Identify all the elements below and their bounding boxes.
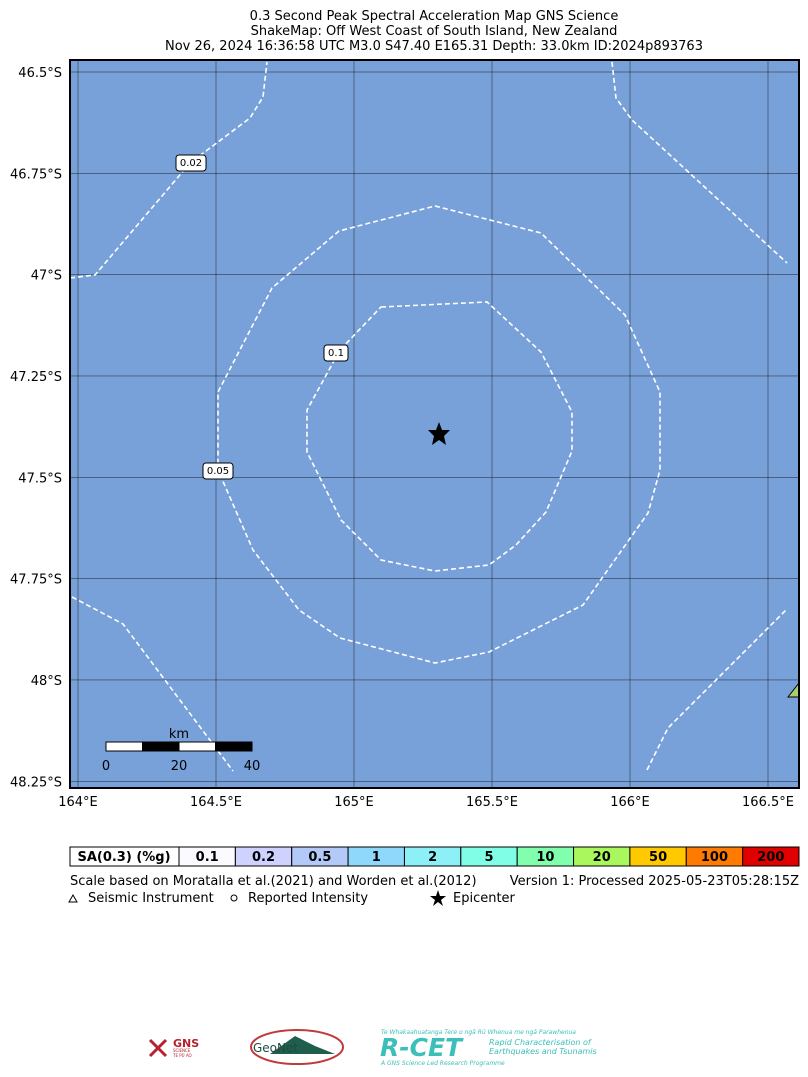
contour [611,61,788,264]
contour-label: 0.02 [180,158,202,169]
contour [217,205,661,664]
logo-text: SCIENCE [173,1048,191,1053]
lat-label: 47°S [31,269,62,284]
title: 0.3 Second Peak Spectral Acceleration Ma… [250,9,619,24]
ocean [70,60,799,788]
logo-text: R-CET [380,1033,464,1062]
subtitle: ShakeMap: Off West Coast of South Island… [251,24,618,39]
epicenter-symbol [430,890,446,906]
lat-label: 48°S [31,674,62,689]
scale-bar: km 0 20 40 [102,727,260,774]
logo-text: GNS [173,1037,199,1050]
legend-label: 200 [757,850,784,865]
lon-label: 166.5°E [742,795,794,810]
event-info: Nov 26, 2024 16:36:58 UTC M3.0 S47.40 E1… [165,39,703,54]
symbol-label: Reported Intensity [248,891,368,906]
reference-note: Scale based on Moratalla et al.(2021) an… [70,874,477,889]
contour-label-box [323,344,349,362]
symbol-label: Seismic Instrument [88,891,214,906]
legend-label: 2 [428,850,437,865]
logo-text: Rapid Characterisation of [489,1038,592,1047]
legend-label: 50 [649,850,667,865]
logo-text: TE PŪ AO [172,1053,192,1058]
lon-label: 166°E [610,795,650,810]
logo-text: GeoNet [253,1041,298,1055]
intensity-legend: SA(0.3) (%g) 0.1 0.2 0.5 1 2 5 10 20 50 100 200 [69,846,800,867]
lon-label: 165°E [334,795,374,810]
geonet-logo: GeoNet [250,1029,344,1065]
scale-label: 20 [171,759,188,774]
graticule [70,60,799,788]
lat-label: 47.25°S [10,370,62,385]
logo-text: Earthquakes and Tsunamis [489,1047,597,1056]
epicenter [428,422,450,445]
lat-label: 47.75°S [10,573,62,588]
legend-label: 100 [701,850,728,865]
legend-label: 0.5 [308,850,331,865]
instrument-symbol [68,893,78,903]
gns-logo: GNS SCIENCE TE PŪ AO [148,1037,199,1058]
legend-label: 20 [593,850,611,865]
legend-title: SA(0.3) (%g) [77,850,170,865]
intensity-symbol [230,894,238,902]
lat-label: 48.25°S [10,775,62,790]
logo-text: A GNS Science Led Research Programme [380,1060,505,1067]
contour-label-box [202,462,234,480]
scale-label: 0 [102,759,110,774]
scale-unit: km [169,727,189,742]
lon-label: 165.5°E [466,795,518,810]
rcet-logo: Te Whakaahuatanga Tere o ngā Rū Whenua m… [380,1029,597,1067]
logo-text: Te Whakaahuatanga Tere o ngā Rū Whenua m… [381,1029,576,1036]
legend-label: 0.2 [252,850,275,865]
lon-label: 164°E [58,795,98,810]
contour-label: 0.1 [328,348,344,359]
contour-label: 0.05 [207,466,229,477]
symbol-label: Epicenter [453,891,516,906]
contour [306,301,573,572]
contour-label-box [175,154,207,172]
legend-label: 0.1 [196,850,219,865]
contour [69,61,268,279]
legend-label: 5 [484,850,493,865]
lat-label: 46.75°S [10,167,62,182]
legend-label: 10 [536,850,554,865]
map-frame [69,59,800,789]
lon-label: 164.5°E [190,795,242,810]
version-note: Version 1: Processed 2025-05-23T05:28:15… [510,874,799,889]
legend-swatch [742,846,800,867]
scale-label: 40 [244,759,261,774]
lat-label: 46.5°S [18,66,62,81]
contour [71,596,234,772]
lat-label: 47.5°S [18,471,62,486]
legend-label: 1 [372,850,381,865]
